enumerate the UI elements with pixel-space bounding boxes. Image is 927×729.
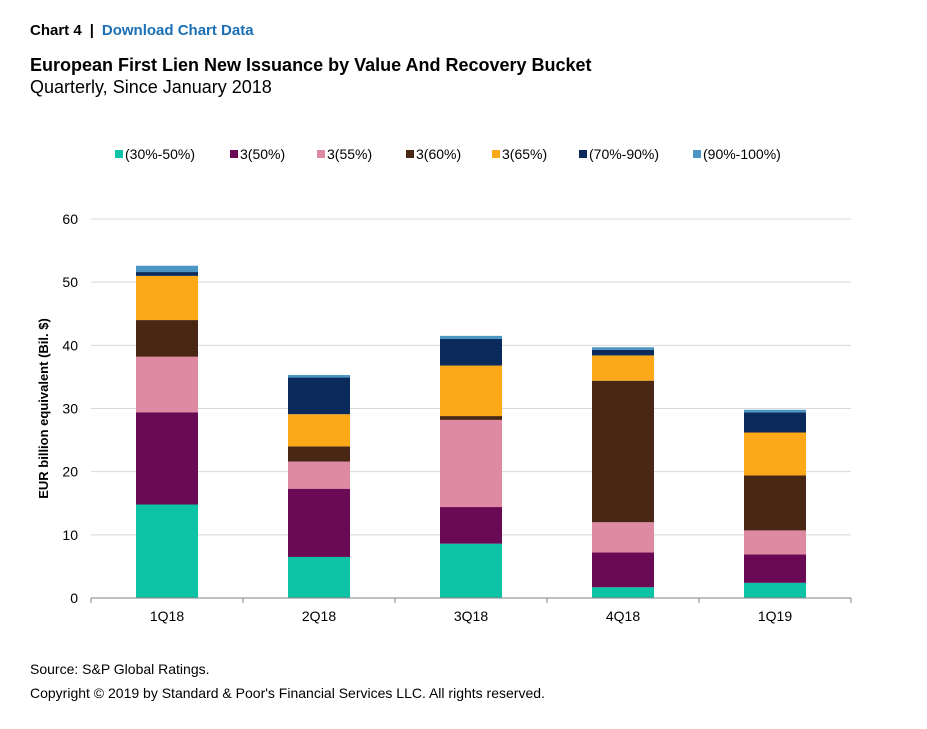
bar-segment [744, 409, 806, 413]
bar-segment [288, 488, 350, 557]
bar-segment [440, 507, 502, 544]
bar-segment [592, 587, 654, 598]
legend-swatch [579, 150, 587, 158]
bar-segment [440, 335, 502, 340]
bar-segment [288, 446, 350, 462]
bar-segment [288, 461, 350, 489]
bar-segment [136, 356, 198, 413]
bar-segment [440, 339, 502, 366]
x-tick-label: 3Q18 [454, 608, 488, 624]
chart-header: Chart 4 | Download Chart Data [30, 22, 254, 39]
y-tick-label: 40 [62, 337, 78, 353]
bar-segment [744, 412, 806, 433]
legend-swatch [492, 150, 500, 158]
y-axis-label: EUR billion equivalent (Bil. $) [36, 318, 51, 499]
y-tick-label: 50 [62, 274, 78, 290]
legend-label: 3(65%) [502, 146, 547, 162]
bar-segment [136, 272, 198, 276]
chart-label: Chart 4 [30, 22, 82, 39]
bar-segment [136, 275, 198, 321]
bar-segment [744, 530, 806, 555]
bar-segment [288, 556, 350, 598]
legend-swatch [317, 150, 325, 158]
y-tick-label: 0 [70, 590, 78, 606]
legend-swatch [230, 150, 238, 158]
download-chart-data-link[interactable]: Download Chart Data [101, 22, 254, 39]
copyright-note: Copyright © 2019 by Standard & Poor's Fi… [30, 685, 545, 701]
chart-subtitle: Quarterly, Since January 2018 [30, 77, 272, 97]
source-note: Source: S&P Global Ratings. [30, 661, 210, 677]
legend-label: (70%-90%) [589, 146, 659, 162]
bar-segment [136, 265, 198, 273]
legend-label: 3(55%) [327, 146, 372, 162]
bar-segment [288, 377, 350, 415]
y-tick-label: 20 [62, 464, 78, 480]
bar-segment [592, 552, 654, 588]
bar-segment [744, 582, 806, 598]
legend-label: (30%-50%) [125, 146, 195, 162]
y-tick-label: 30 [62, 401, 78, 417]
chart-title: European First Lien New Issuance by Valu… [30, 55, 592, 75]
bar-segment [288, 375, 350, 378]
bar-segment [136, 320, 198, 357]
bar-segment [592, 347, 654, 350]
bar-segment [744, 554, 806, 583]
bar-segment [136, 504, 198, 598]
bar-segment [440, 543, 502, 598]
y-tick-label: 60 [62, 211, 78, 227]
legend-label: (90%-100%) [703, 146, 781, 162]
bar-segment [592, 355, 654, 381]
bar-segment [592, 380, 654, 523]
bar-segment [288, 414, 350, 447]
bar-segment [440, 365, 502, 417]
header-separator: | [89, 22, 94, 39]
bar-segment [744, 432, 806, 476]
bar-segment [136, 412, 198, 505]
bar-segment [440, 419, 502, 508]
legend-swatch [406, 150, 414, 158]
bar-segment [440, 416, 502, 420]
bar-segment [744, 475, 806, 531]
legend-label: 3(60%) [416, 146, 461, 162]
x-tick-label: 1Q18 [150, 608, 184, 624]
bar-segment [592, 349, 654, 356]
legend-swatch [693, 150, 701, 158]
legend-label: 3(50%) [240, 146, 285, 162]
x-tick-label: 1Q19 [758, 608, 792, 624]
x-tick-label: 2Q18 [302, 608, 336, 624]
y-tick-label: 10 [62, 527, 78, 543]
legend-swatch [115, 150, 123, 158]
bar-segment [592, 522, 654, 553]
x-tick-label: 4Q18 [606, 608, 640, 624]
